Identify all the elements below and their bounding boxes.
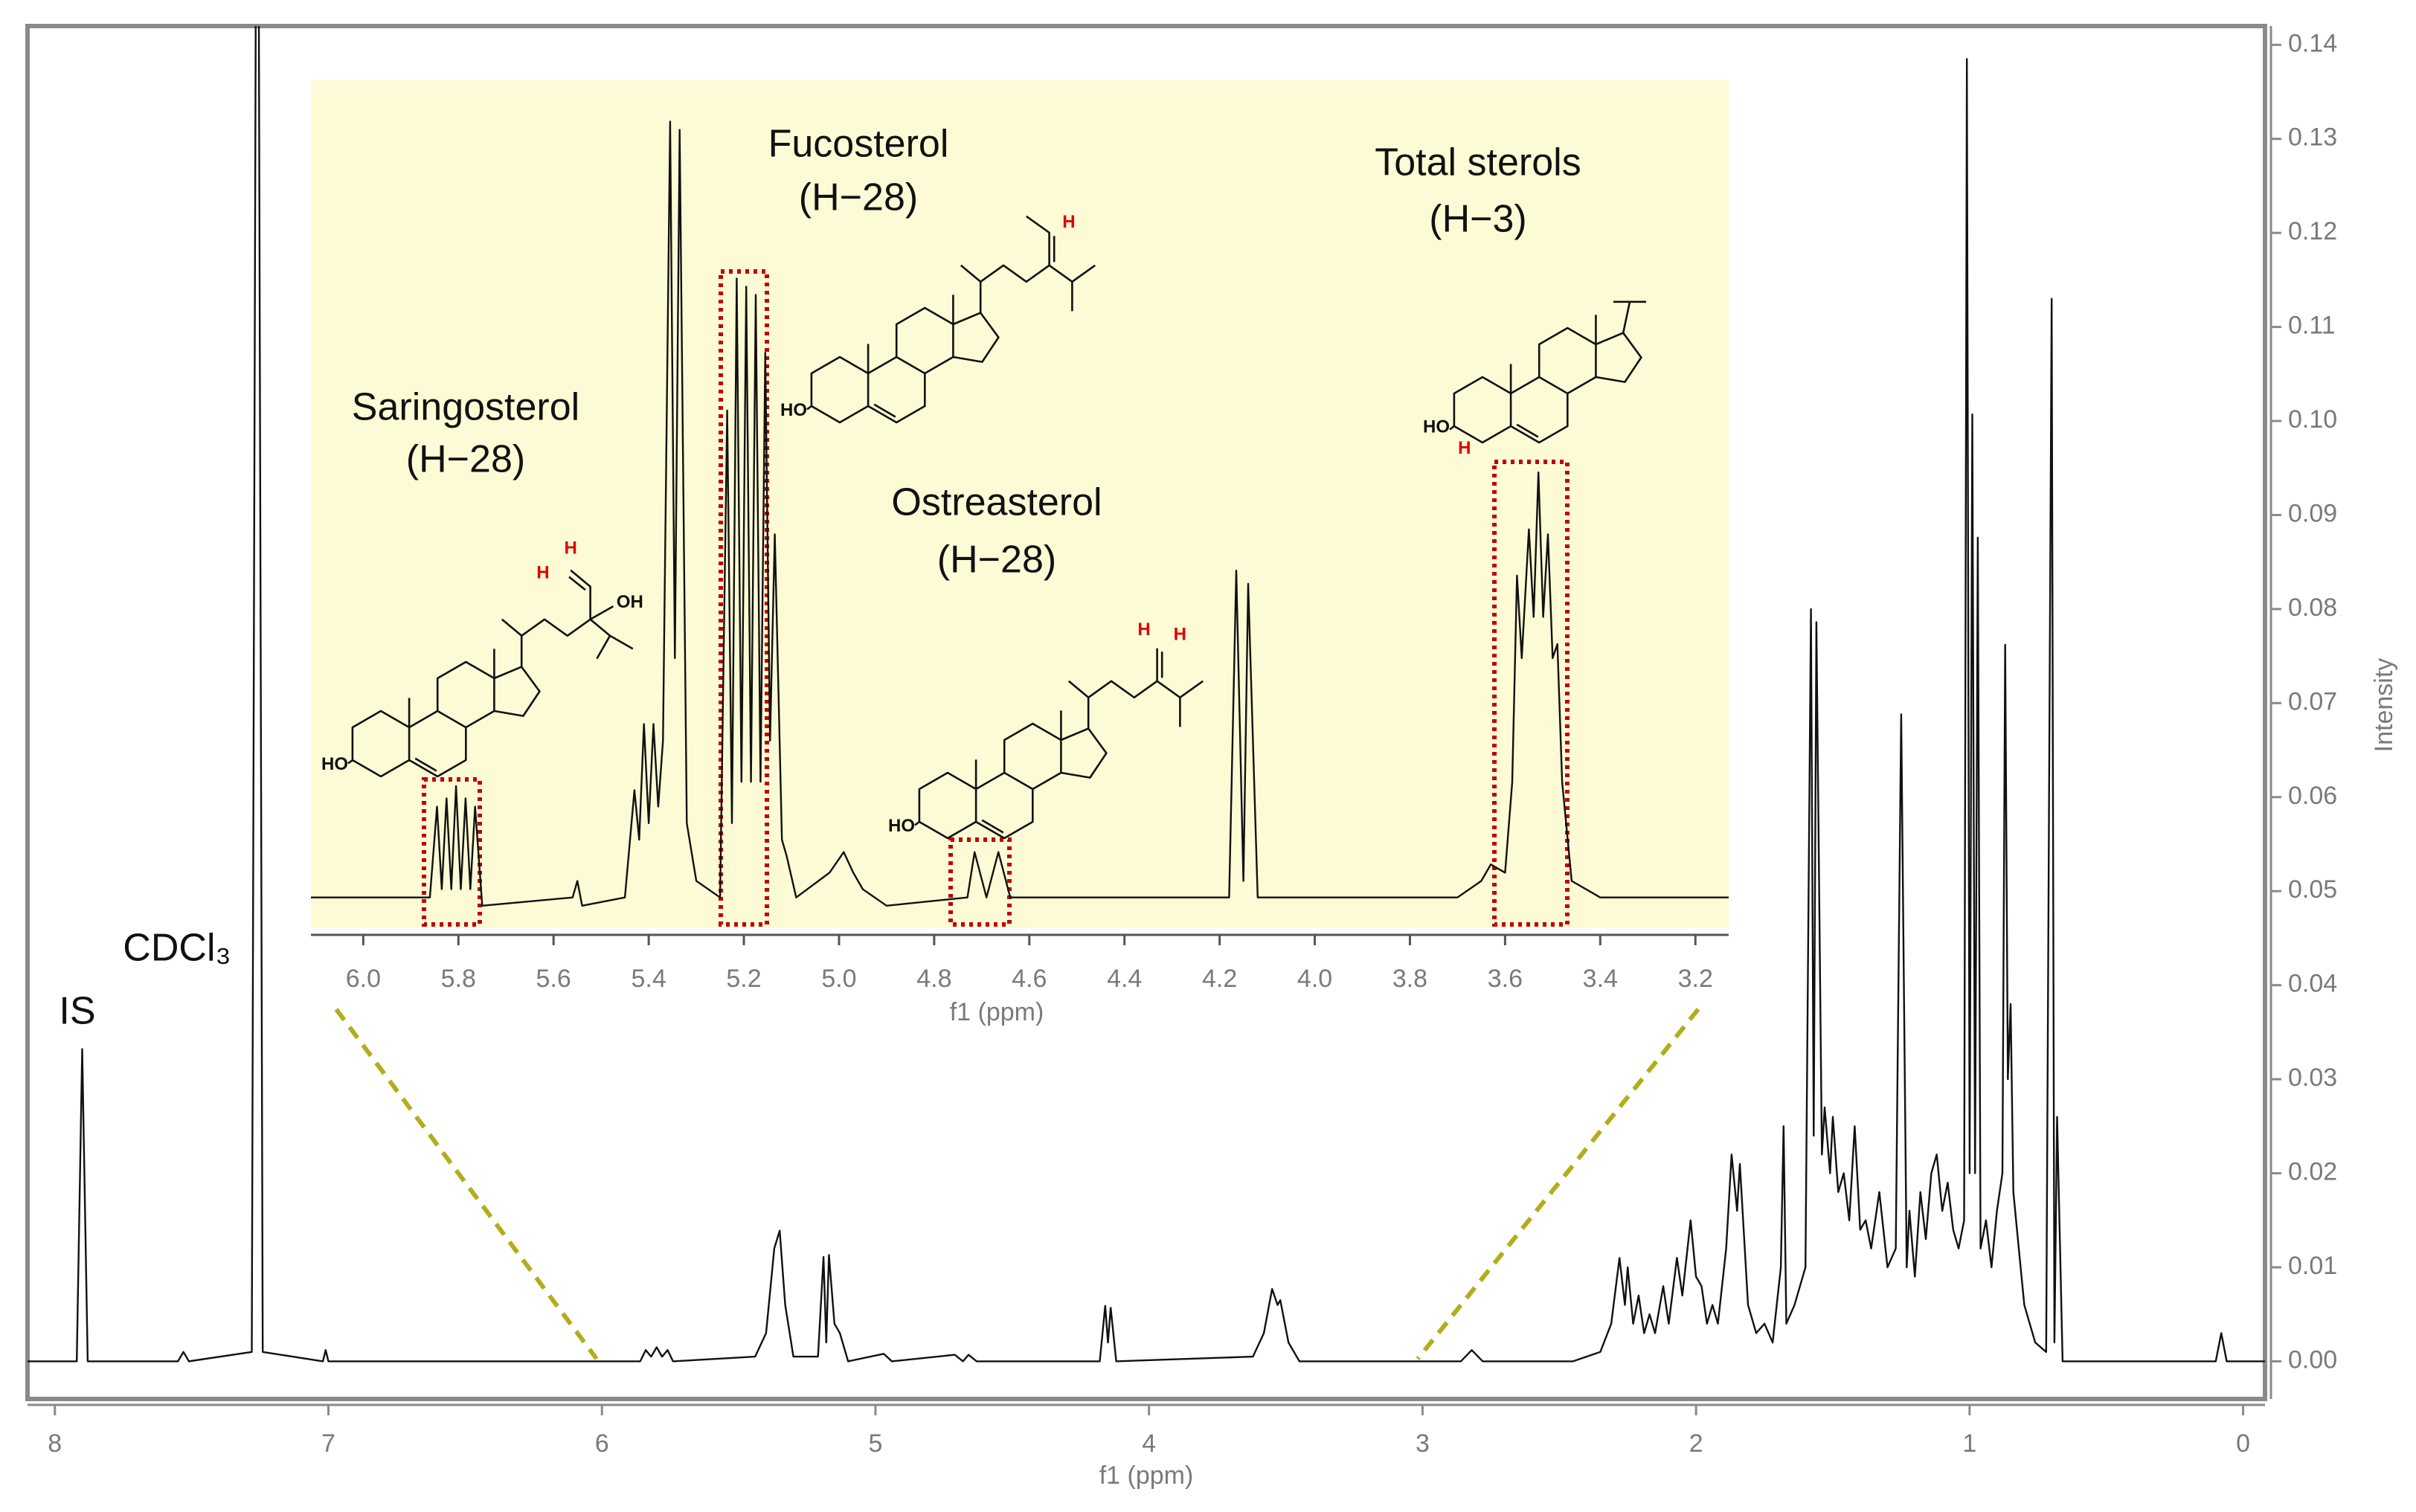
highlight-box — [422, 777, 482, 927]
structure-atom-label: HO — [321, 754, 348, 774]
x-tick-label: 6 — [595, 1429, 609, 1458]
y-tick-label: 0.13 — [2288, 123, 2337, 152]
peak-annotation: CDCl₃ — [123, 927, 231, 970]
structure-atom-label: H — [1137, 620, 1150, 640]
highlight-box — [948, 837, 1012, 927]
compound-label: (H−28) — [937, 538, 1056, 582]
structure-atom-label: H — [1174, 625, 1186, 645]
inset-x-tick-label: 5.6 — [536, 965, 571, 993]
structure — [915, 649, 1203, 838]
y-tick-label: 0.04 — [2288, 970, 2337, 998]
x-tick-label: 3 — [1416, 1429, 1430, 1458]
inset-x-tick-label: 5.0 — [821, 965, 856, 993]
compound-label: (H−28) — [799, 176, 918, 219]
spectrum-line — [28, 26, 2265, 1363]
inset-x-tick-label: 4.6 — [1012, 965, 1047, 993]
structure-bonds — [1450, 302, 1646, 443]
compound-label: Ostreasterol — [891, 481, 1102, 524]
x-tick-label: 2 — [1689, 1429, 1703, 1458]
x-tick-label: 0 — [2236, 1429, 2250, 1458]
structure-atom-label: HO — [780, 400, 807, 420]
compound-label: (H−3) — [1429, 198, 1526, 241]
structure-atom-label: OH — [617, 592, 643, 612]
x-tick-label: 5 — [868, 1429, 882, 1458]
y-tick-label: 0.05 — [2288, 875, 2337, 904]
compound-label: Total sterols — [1375, 141, 1581, 184]
inset-x-tick-label: 5.8 — [441, 965, 476, 993]
peak-annotation: IS — [59, 990, 95, 1033]
y-tick-label: 0.07 — [2288, 687, 2337, 715]
structure-bonds — [348, 570, 633, 776]
structure-atom-label: HO — [1423, 417, 1450, 437]
zoom-guide — [334, 1008, 599, 1360]
y-tick-label: 0.02 — [2288, 1158, 2337, 1186]
inset-x-tick-label: 5.2 — [726, 965, 761, 993]
highlight-box — [719, 269, 769, 927]
y-tick-label: 0.10 — [2288, 405, 2337, 434]
inset-x-tick-label: 3.8 — [1392, 965, 1427, 993]
inset-x-axis-label: f1 (ppm) — [950, 998, 1044, 1026]
structure-atom-label: H — [1062, 212, 1075, 232]
compound-label: Saringosterol — [352, 386, 579, 429]
zoom-guide — [1416, 1008, 1700, 1360]
y-tick-label: 0.00 — [2288, 1345, 2337, 1374]
inset-x-tick-label: 3.2 — [1678, 965, 1713, 993]
y-tick-label: 0.14 — [2288, 29, 2337, 57]
inset-x-tick-label: 4.8 — [916, 965, 951, 993]
x-axis-label: f1 (ppm) — [1099, 1461, 1194, 1490]
compound-label: Fucosterol — [768, 123, 949, 166]
structure-atom-label: HO — [888, 816, 915, 836]
y-tick-label: 0.12 — [2288, 217, 2337, 245]
y-tick-label: 0.01 — [2288, 1252, 2337, 1280]
compound-label: (H−28) — [406, 438, 525, 481]
structure-bonds — [807, 216, 1095, 422]
inset-x-tick-label: 6.0 — [346, 965, 381, 993]
inset-x-tick-label: 3.4 — [1583, 965, 1618, 993]
structure-bonds — [915, 649, 1203, 838]
y-tick-label: 0.09 — [2288, 499, 2337, 527]
y-axis-label: Intensity — [2370, 658, 2398, 753]
y-tick-label: 0.06 — [2288, 782, 2337, 810]
inset-x-tick-label: 3.6 — [1488, 965, 1523, 993]
x-tick-label: 7 — [321, 1429, 335, 1458]
inset-x-tick-label: 4.0 — [1297, 965, 1332, 993]
y-tick-label: 0.08 — [2288, 593, 2337, 622]
structure-atom-label: H — [536, 563, 549, 583]
y-tick-label: 0.11 — [2288, 312, 2336, 340]
x-tick-label: 4 — [1142, 1429, 1156, 1458]
inset-x-tick-label: 5.4 — [631, 965, 666, 993]
spectrum-line — [311, 120, 1729, 907]
y-tick-label: 0.03 — [2288, 1064, 2337, 1092]
structure — [807, 216, 1095, 422]
structure — [1450, 302, 1646, 443]
inset-x-tick-label: 4.4 — [1107, 965, 1142, 993]
x-tick-label: 8 — [48, 1429, 62, 1458]
structure-atom-label: H — [565, 538, 577, 559]
inset-x-tick-label: 4.2 — [1202, 965, 1237, 993]
structure-atom-label: H — [1458, 438, 1471, 458]
x-tick-label: 1 — [1962, 1429, 1976, 1458]
highlight-box — [1492, 460, 1570, 927]
structure — [348, 570, 633, 776]
